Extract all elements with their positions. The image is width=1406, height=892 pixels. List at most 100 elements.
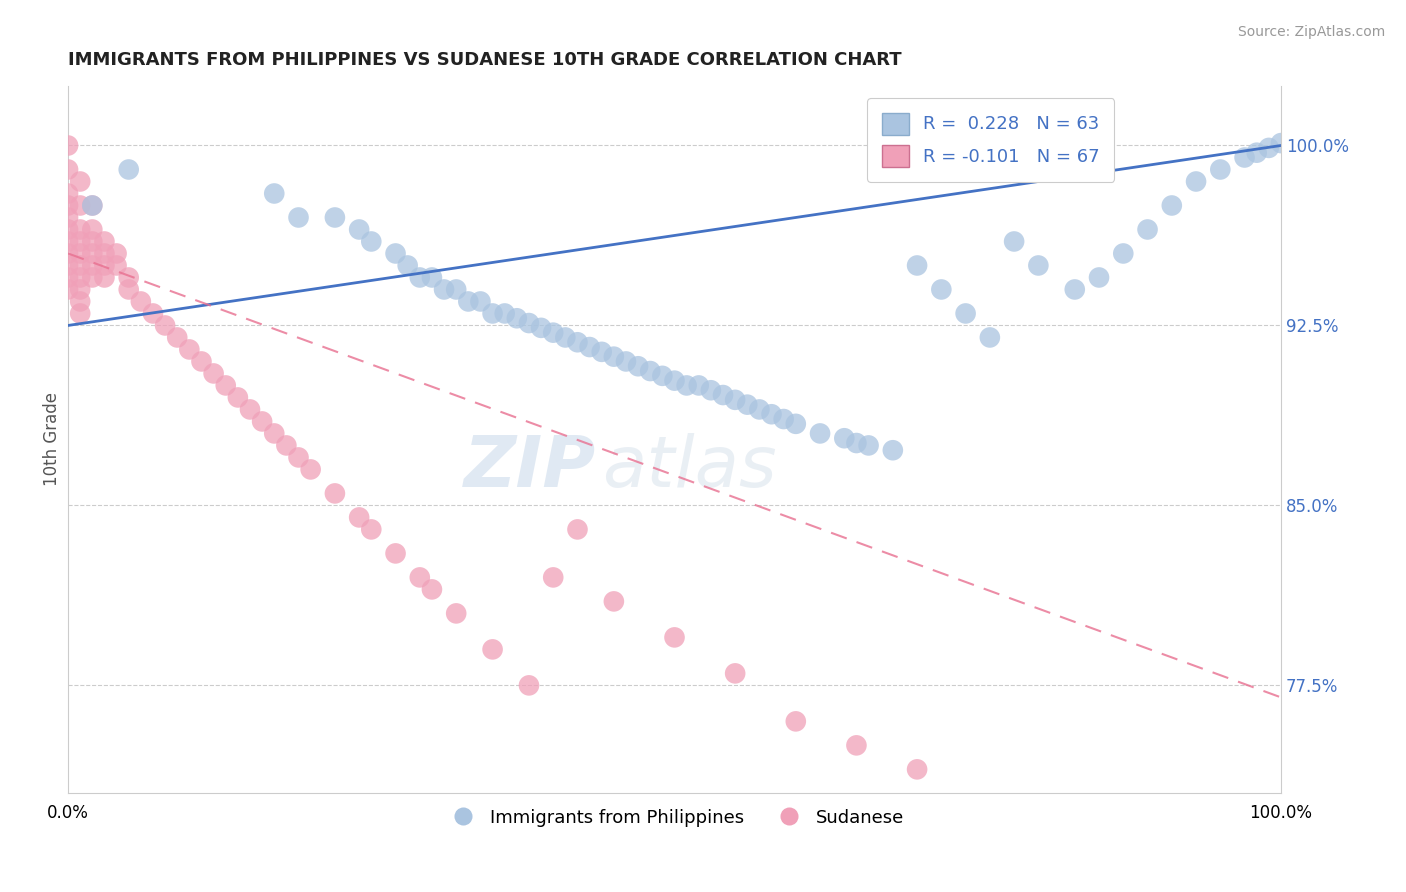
Point	[409, 270, 432, 285]
Point	[166, 330, 188, 344]
Point	[688, 378, 710, 392]
Point	[1112, 246, 1135, 260]
Point	[287, 450, 309, 465]
Point	[858, 438, 880, 452]
Point	[69, 306, 91, 320]
Point	[591, 344, 613, 359]
Point	[882, 443, 904, 458]
Point	[834, 431, 856, 445]
Point	[118, 283, 141, 297]
Point	[1063, 283, 1085, 297]
Point	[56, 222, 79, 236]
Point	[711, 388, 734, 402]
Point	[69, 283, 91, 297]
Point	[420, 582, 443, 597]
Point	[955, 306, 977, 320]
Point	[494, 306, 516, 320]
Point	[129, 294, 152, 309]
Point	[347, 222, 370, 236]
Point	[700, 383, 723, 397]
Point	[517, 678, 540, 692]
Point	[69, 259, 91, 273]
Point	[93, 270, 115, 285]
Point	[215, 378, 238, 392]
Point	[153, 318, 176, 333]
Point	[1233, 151, 1256, 165]
Point	[93, 259, 115, 273]
Point	[360, 523, 382, 537]
Point	[1246, 145, 1268, 160]
Point	[69, 174, 91, 188]
Legend: Immigrants from Philippines, Sudanese: Immigrants from Philippines, Sudanese	[437, 801, 911, 834]
Point	[82, 235, 104, 249]
Point	[1185, 174, 1208, 188]
Point	[1136, 222, 1159, 236]
Point	[481, 306, 503, 320]
Point	[979, 330, 1001, 344]
Point	[735, 398, 758, 412]
Point	[603, 594, 626, 608]
Point	[808, 426, 831, 441]
Point	[56, 198, 79, 212]
Point	[627, 359, 650, 374]
Point	[845, 436, 868, 450]
Point	[541, 326, 564, 340]
Point	[785, 417, 807, 431]
Point	[444, 607, 467, 621]
Point	[118, 162, 141, 177]
Text: atlas: atlas	[602, 434, 776, 502]
Point	[56, 270, 79, 285]
Point	[420, 270, 443, 285]
Point	[724, 392, 747, 407]
Point	[82, 222, 104, 236]
Point	[567, 523, 589, 537]
Point	[82, 259, 104, 273]
Point	[1160, 198, 1182, 212]
Point	[56, 162, 79, 177]
Text: IMMIGRANTS FROM PHILIPPINES VS SUDANESE 10TH GRADE CORRELATION CHART: IMMIGRANTS FROM PHILIPPINES VS SUDANESE …	[67, 51, 901, 69]
Point	[444, 283, 467, 297]
Point	[142, 306, 165, 320]
Point	[506, 311, 529, 326]
Point	[664, 631, 686, 645]
Text: Source: ZipAtlas.com: Source: ZipAtlas.com	[1237, 25, 1385, 39]
Point	[56, 235, 79, 249]
Point	[614, 354, 637, 368]
Point	[748, 402, 770, 417]
Point	[905, 763, 928, 777]
Point	[82, 270, 104, 285]
Point	[396, 259, 419, 273]
Point	[517, 316, 540, 330]
Point	[56, 283, 79, 297]
Point	[69, 235, 91, 249]
Point	[56, 211, 79, 225]
Point	[202, 367, 225, 381]
Point	[56, 186, 79, 201]
Point	[105, 246, 128, 260]
Point	[675, 378, 697, 392]
Point	[69, 294, 91, 309]
Point	[299, 462, 322, 476]
Point	[190, 354, 212, 368]
Point	[470, 294, 492, 309]
Point	[287, 211, 309, 225]
Text: ZIP: ZIP	[464, 434, 596, 502]
Point	[384, 246, 406, 260]
Point	[651, 368, 673, 383]
Point	[360, 235, 382, 249]
Point	[384, 546, 406, 560]
Point	[433, 283, 456, 297]
Point	[554, 330, 576, 344]
Point	[785, 714, 807, 729]
Point	[56, 246, 79, 260]
Point	[761, 407, 783, 421]
Point	[263, 426, 285, 441]
Point	[323, 211, 346, 225]
Point	[323, 486, 346, 500]
Point	[481, 642, 503, 657]
Point	[56, 138, 79, 153]
Point	[250, 414, 273, 428]
Point	[276, 438, 298, 452]
Point	[845, 739, 868, 753]
Point	[905, 259, 928, 273]
